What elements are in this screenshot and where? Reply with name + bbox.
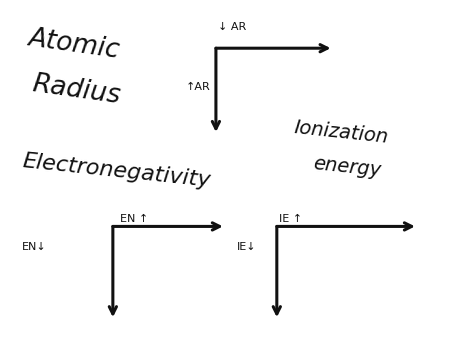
Text: energy: energy: [312, 154, 382, 180]
Text: Atomic: Atomic: [26, 26, 121, 64]
Text: ↑AR: ↑AR: [185, 82, 210, 92]
Text: IE ↑: IE ↑: [279, 214, 302, 224]
Text: Ionization: Ionization: [293, 118, 390, 147]
Text: Electronegativity: Electronegativity: [21, 151, 212, 190]
Text: IE↓: IE↓: [237, 242, 256, 252]
Text: ↓ AR: ↓ AR: [218, 22, 246, 32]
Text: EN↓: EN↓: [21, 242, 46, 252]
Text: EN ↑: EN ↑: [120, 214, 148, 224]
Text: Radius: Radius: [31, 71, 123, 109]
